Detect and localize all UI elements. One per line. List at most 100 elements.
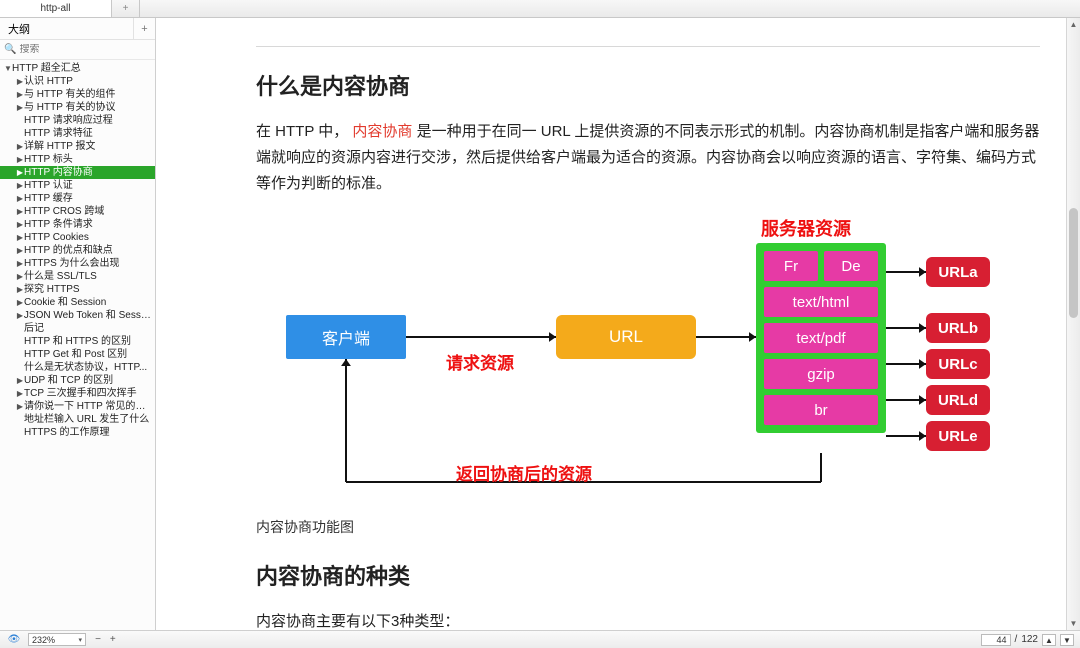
caret-icon: ▶: [16, 296, 24, 309]
outline-item-label: 详解 HTTP 报文: [24, 140, 95, 153]
outline-item-label: HTTPS 为什么会出现: [24, 257, 120, 270]
outline-item-label: JSON Web Token 和 Sessio..: [24, 309, 153, 322]
url-variant-pill: URLd: [926, 385, 990, 415]
outline-item[interactable]: HTTP Get 和 Post 区别: [0, 348, 155, 361]
outline-item[interactable]: ▶HTTP 缓存: [0, 192, 155, 205]
outline-item-label: 什么是无状态协议，HTTP...: [24, 361, 147, 374]
document-viewport: ▲ ▼ 什么是内容协商 在 HTTP 中， 内容协商 是一种用于在同一 URL …: [156, 18, 1080, 630]
outline-item[interactable]: ▶详解 HTTP 报文: [0, 140, 155, 153]
section-heading: 内容协商的种类: [256, 559, 1040, 591]
status-bar: 👁 232% ▾ − + 44 / 122 ▲ ▼: [0, 630, 1080, 648]
response-label: 返回协商后的资源: [456, 460, 592, 485]
outline-item-label: HTTP 超全汇总: [12, 62, 81, 75]
outline-item[interactable]: HTTPS 的工作原理: [0, 426, 155, 439]
zoom-out-button[interactable]: −: [92, 634, 104, 645]
figure-caption: 内容协商功能图: [256, 517, 1040, 537]
caret-icon: ▶: [16, 387, 24, 400]
outline-item-label: HTTP 请求响应过程: [24, 114, 113, 127]
url-variant-pill: URLa: [926, 257, 990, 287]
caret-icon: ▶: [16, 179, 24, 192]
search-input[interactable]: [19, 44, 151, 55]
url-variant-pill: URLe: [926, 421, 990, 451]
outline-item[interactable]: ▶HTTPS 为什么会出现: [0, 257, 155, 270]
outline-item-label: 认识 HTTP: [24, 75, 73, 88]
sidebar-search[interactable]: 🔍: [0, 40, 155, 60]
new-tab-button[interactable]: +: [112, 0, 140, 17]
tab-label: http-all: [40, 3, 70, 14]
outline-item-label: TCP 三次握手和四次挥手: [24, 387, 137, 400]
server-resources-label: 服务器资源: [761, 215, 851, 241]
view-mode-icon[interactable]: 👁: [0, 634, 28, 645]
outline-item[interactable]: ▶TCP 三次握手和四次挥手: [0, 387, 155, 400]
outline-item[interactable]: ▶HTTP 条件请求: [0, 218, 155, 231]
outline-item-label: HTTPS 的工作原理: [24, 426, 110, 439]
outline-item[interactable]: ▶Cookie 和 Session: [0, 296, 155, 309]
page-input[interactable]: 44: [981, 634, 1011, 646]
caret-icon: ▶: [16, 309, 24, 322]
paragraph: 内容协商主要有以下3种类型：: [256, 609, 1040, 630]
outline-tree: ▼HTTP 超全汇总▶认识 HTTP▶与 HTTP 有关的组件▶与 HTTP 有…: [0, 60, 155, 630]
outline-item[interactable]: ▶HTTP 内容协商: [0, 166, 155, 179]
outline-item-label: HTTP 认证: [24, 179, 73, 192]
zoom-in-button[interactable]: +: [107, 634, 119, 645]
request-label: 请求资源: [446, 349, 514, 374]
outline-item[interactable]: HTTP 和 HTTPS 的区别: [0, 335, 155, 348]
caret-icon: ▶: [16, 400, 24, 413]
zoom-value: 232%: [32, 635, 55, 645]
resource-variant: Fr: [764, 251, 818, 281]
url-variant-pill: URLb: [926, 313, 990, 343]
outline-item-label: HTTP CROS 跨域: [24, 205, 104, 218]
outline-item[interactable]: ▶HTTP Cookies: [0, 231, 155, 244]
content-negotiation-diagram: 服务器资源客户端URLFrDetext/htmltext/pdfgzipbrUR…: [256, 215, 1056, 495]
resource-variant: text/pdf: [764, 323, 878, 353]
outline-item[interactable]: ▶UDP 和 TCP 的区别: [0, 374, 155, 387]
outline-item[interactable]: ▶与 HTTP 有关的组件: [0, 88, 155, 101]
outline-item[interactable]: ▶HTTP 标头: [0, 153, 155, 166]
caret-icon: ▼: [4, 62, 12, 75]
sidebar-add-button[interactable]: +: [133, 18, 155, 39]
caret-icon: ▶: [16, 88, 24, 101]
outline-sidebar: 大纲 + 🔍 ▼HTTP 超全汇总▶认识 HTTP▶与 HTTP 有关的组件▶与…: [0, 18, 156, 630]
outline-item[interactable]: ▶HTTP 认证: [0, 179, 155, 192]
page-next-button[interactable]: ▼: [1060, 634, 1074, 646]
outline-item[interactable]: ▶探究 HTTPS: [0, 283, 155, 296]
caret-icon: ▶: [16, 192, 24, 205]
outline-item-label: 与 HTTP 有关的组件: [24, 88, 115, 101]
outline-item-label: HTTP 请求特征: [24, 127, 93, 140]
caret-icon: ▶: [16, 75, 24, 88]
server-resources-box: FrDetext/htmltext/pdfgzipbr: [756, 243, 886, 433]
outline-item-label: 地址栏输入 URL 发生了什么: [24, 413, 149, 426]
sidebar-title: 大纲: [0, 21, 133, 37]
divider: [256, 46, 1040, 47]
outline-item[interactable]: ▶JSON Web Token 和 Sessio..: [0, 309, 155, 322]
highlight-term: 内容协商: [352, 123, 412, 140]
outline-item-label: HTTP 标头: [24, 153, 73, 166]
outline-item[interactable]: ▶什么是 SSL/TLS: [0, 270, 155, 283]
outline-item[interactable]: ▶认识 HTTP: [0, 75, 155, 88]
outline-item[interactable]: HTTP 请求特征: [0, 127, 155, 140]
page-total: 122: [1021, 634, 1038, 645]
caret-icon: ▶: [16, 101, 24, 114]
outline-item[interactable]: ▶HTTP CROS 跨域: [0, 205, 155, 218]
zoom-select[interactable]: 232% ▾: [28, 633, 86, 646]
outline-item[interactable]: ▼HTTP 超全汇总: [0, 62, 155, 75]
outline-item[interactable]: ▶与 HTTP 有关的协议: [0, 101, 155, 114]
client-box: 客户端: [286, 315, 406, 359]
caret-icon: ▶: [16, 205, 24, 218]
tab-http-all[interactable]: http-all: [0, 0, 112, 17]
page-prev-button[interactable]: ▲: [1042, 634, 1056, 646]
page-content: 什么是内容协商 在 HTTP 中， 内容协商 是一种用于在同一 URL 上提供资…: [156, 18, 1080, 630]
outline-item[interactable]: ▶HTTP 的优点和缺点: [0, 244, 155, 257]
resource-variant: De: [824, 251, 878, 281]
caret-icon: ▶: [16, 166, 24, 179]
outline-item[interactable]: 地址栏输入 URL 发生了什么: [0, 413, 155, 426]
caret-icon: ▶: [16, 270, 24, 283]
outline-item-label: 请你说一下 HTTP 常见的请...: [24, 400, 153, 413]
outline-item-label: 后记: [24, 322, 44, 335]
caret-icon: ▶: [16, 231, 24, 244]
outline-item[interactable]: HTTP 请求响应过程: [0, 114, 155, 127]
outline-item[interactable]: 什么是无状态协议，HTTP...: [0, 361, 155, 374]
outline-item[interactable]: ▶请你说一下 HTTP 常见的请...: [0, 400, 155, 413]
outline-item[interactable]: 后记: [0, 322, 155, 335]
sidebar-header: 大纲 +: [0, 18, 155, 40]
